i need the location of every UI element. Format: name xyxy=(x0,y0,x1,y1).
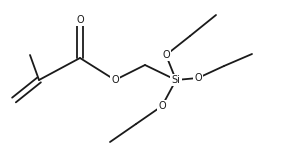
Text: O: O xyxy=(111,75,119,85)
Text: O: O xyxy=(158,101,166,111)
Text: O: O xyxy=(76,15,84,25)
Text: O: O xyxy=(194,73,202,83)
Text: O: O xyxy=(162,50,170,60)
Text: Si: Si xyxy=(172,75,180,85)
